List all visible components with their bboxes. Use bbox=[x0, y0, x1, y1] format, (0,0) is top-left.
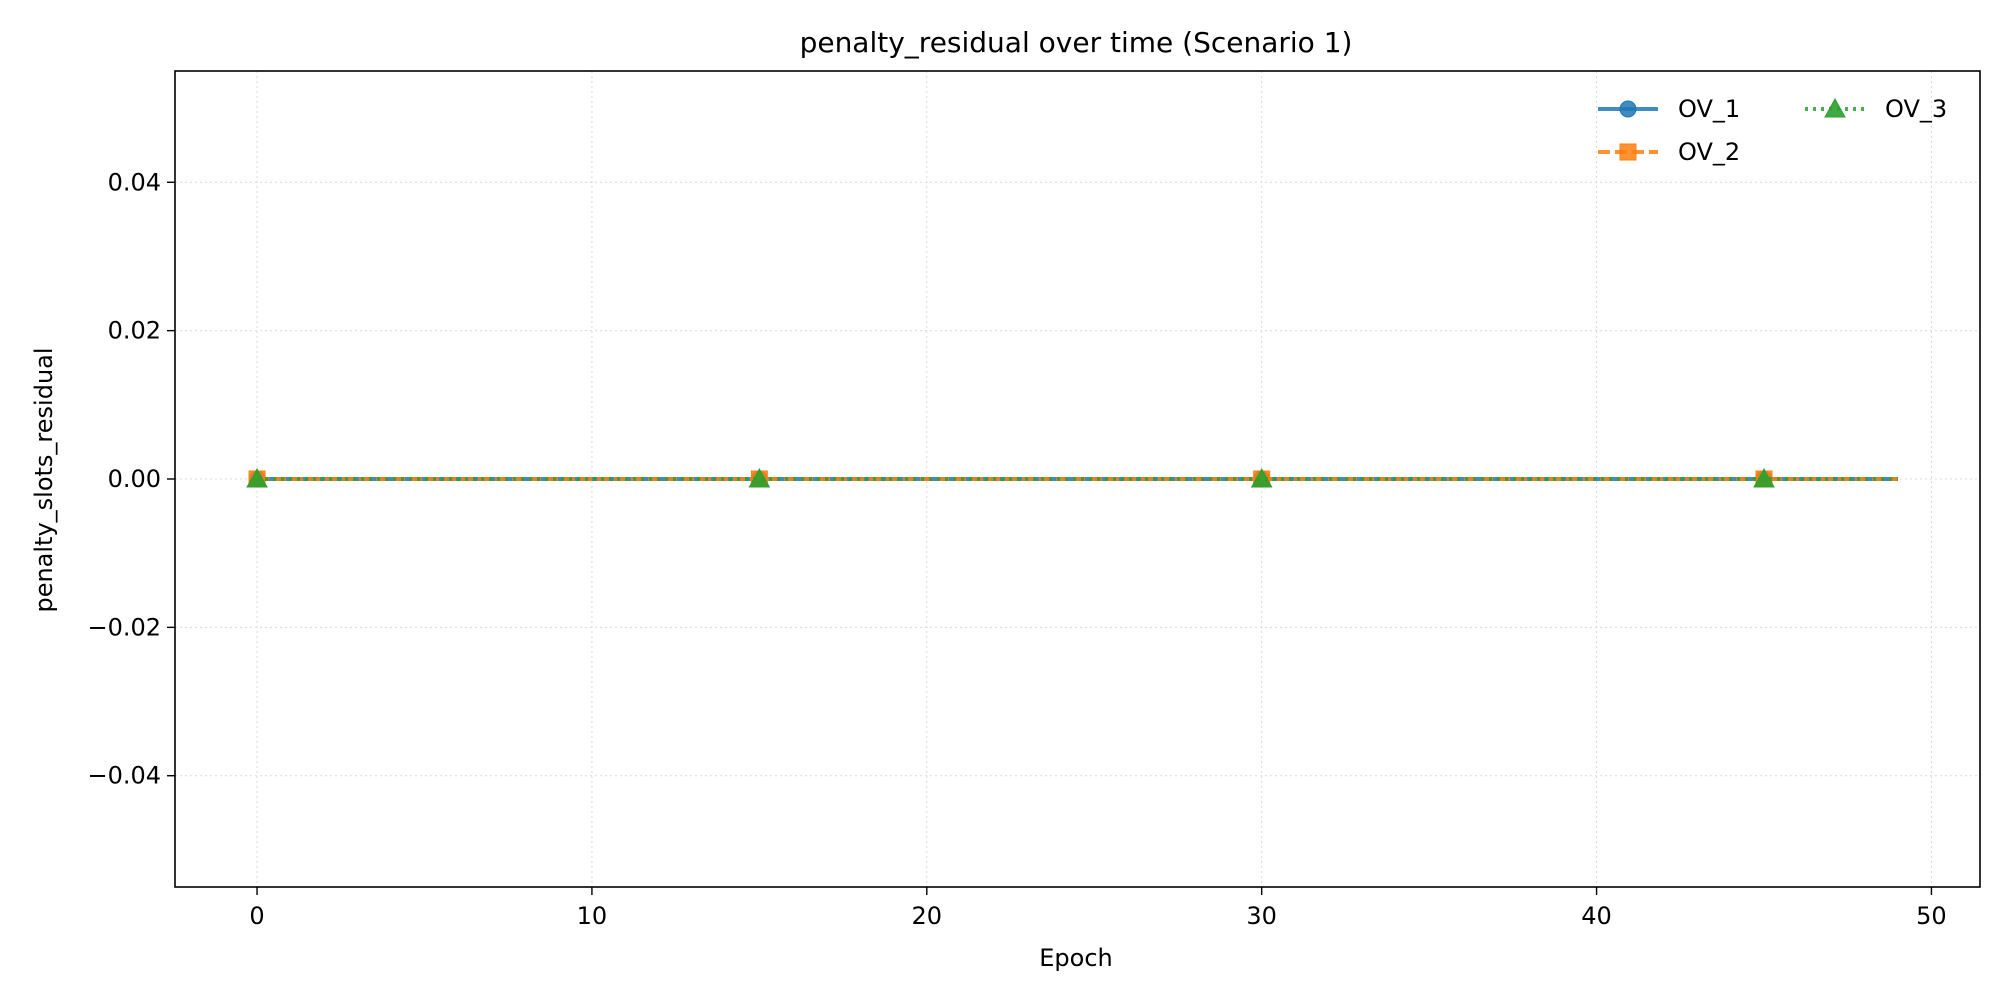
data-point bbox=[748, 467, 771, 488]
legend-marker bbox=[1824, 97, 1846, 118]
legend-item: OV_3 bbox=[1805, 95, 1947, 123]
legend-label: OV_3 bbox=[1885, 95, 1947, 123]
x-tick-label: 30 bbox=[1246, 902, 1277, 930]
data-point bbox=[1753, 467, 1775, 488]
series-group bbox=[246, 467, 1898, 488]
legend: OV_1 OV_2 OV_3 bbox=[1598, 95, 1947, 166]
x-tick-label: 0 bbox=[249, 902, 264, 930]
x-tick-label: 10 bbox=[577, 902, 608, 930]
y-tick-label: 0.04 bbox=[108, 168, 161, 196]
legend-item: OV_1 bbox=[1598, 95, 1740, 123]
axis-ticks: 0 10 20 30 40 50 −0.04 −0.02 0.00 0.02 0.04 bbox=[87, 168, 1946, 930]
y-axis-label: penalty_slots_residual bbox=[30, 347, 58, 612]
legend-marker bbox=[1619, 143, 1637, 161]
legend-label: OV_2 bbox=[1678, 138, 1740, 166]
x-tick-label: 20 bbox=[912, 902, 943, 930]
y-tick-label: −0.04 bbox=[87, 762, 161, 790]
x-tick-label: 40 bbox=[1581, 902, 1612, 930]
data-point bbox=[246, 467, 268, 488]
legend-label: OV_1 bbox=[1678, 95, 1740, 123]
chart-title: penalty_residual over time (Scenario 1) bbox=[800, 26, 1353, 59]
y-tick-label: 0.00 bbox=[108, 465, 161, 493]
legend-marker bbox=[1619, 100, 1637, 118]
y-tick-label: 0.02 bbox=[108, 317, 161, 345]
x-axis-label: Epoch bbox=[1039, 944, 1113, 972]
x-tick-label: 50 bbox=[1916, 902, 1947, 930]
y-tick-label: −0.02 bbox=[87, 613, 161, 641]
legend-item: OV_2 bbox=[1598, 138, 1740, 166]
series-ov_3 bbox=[246, 467, 1898, 488]
data-point bbox=[1250, 467, 1273, 488]
